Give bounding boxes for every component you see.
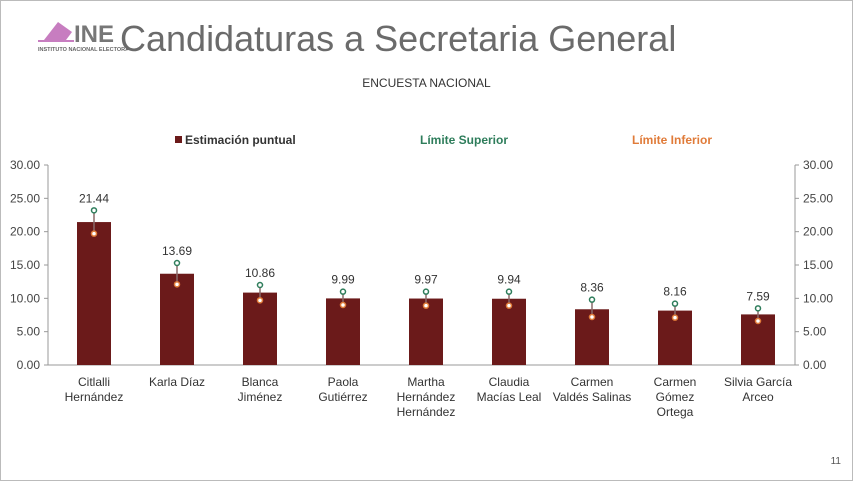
- category-label: Gómez: [656, 390, 695, 404]
- y-tick-label-left: 10.00: [10, 291, 40, 305]
- category-label: Hernández: [397, 390, 456, 404]
- lower-limit-marker: [90, 230, 98, 237]
- upper-limit-marker: [505, 288, 513, 295]
- data-label: 8.36: [580, 281, 604, 295]
- category-label: Hernández: [397, 405, 456, 419]
- y-tick-label-left: 20.00: [10, 225, 40, 239]
- upper-limit-marker: [588, 296, 596, 303]
- bar: [160, 273, 194, 365]
- y-tick-label-left: 25.00: [10, 191, 40, 205]
- slide-title: Candidaturas a Secretaria General: [120, 18, 677, 59]
- data-label: 10.86: [245, 266, 275, 280]
- y-tick-label-right: 5.00: [803, 325, 827, 339]
- category-label: Macías Leal: [477, 390, 542, 404]
- data-label: 7.59: [746, 289, 770, 303]
- y-tick-label-left: 0.00: [17, 358, 41, 372]
- lower-limit-marker: [754, 317, 762, 325]
- data-label: 9.99: [331, 273, 355, 287]
- upper-limit-marker: [173, 259, 181, 267]
- data-label: 8.16: [663, 285, 687, 299]
- bar: [492, 298, 526, 365]
- svg-text:INE: INE: [74, 21, 114, 48]
- legend-label: Límite Superior: [420, 133, 508, 147]
- category-label: Silvia García: [724, 375, 792, 389]
- category-label: Ortega: [657, 405, 694, 419]
- bar: [243, 292, 277, 365]
- y-tick-label-right: 10.00: [803, 291, 833, 305]
- category-label: Paola: [328, 375, 359, 389]
- data-label: 9.97: [414, 273, 438, 287]
- category-label: Martha: [407, 375, 445, 389]
- legend-label: Límite Inferior: [632, 133, 712, 147]
- y-tick-label-left: 15.00: [10, 258, 40, 272]
- lower-limit-marker: [339, 301, 347, 309]
- category-label: Carmen: [654, 375, 697, 389]
- y-tick-label-right: 25.00: [803, 191, 833, 205]
- upper-limit-marker: [754, 305, 762, 312]
- lower-limit-marker: [256, 297, 264, 304]
- page-number: 11: [830, 456, 841, 467]
- lower-limit-marker: [422, 302, 430, 309]
- category-label: Karla Díaz: [149, 375, 205, 389]
- category-label: Claudia: [489, 375, 530, 389]
- upper-limit-marker: [256, 281, 264, 289]
- category-label: Arceo: [742, 390, 774, 404]
- category-label: Jiménez: [238, 390, 283, 404]
- data-label: 9.94: [497, 273, 521, 287]
- category-label: Citlalli: [78, 375, 110, 389]
- ine-logo: INE INSTITUTO NACIONAL ELECTORAL: [38, 21, 128, 53]
- legend-swatch: [175, 136, 182, 143]
- lower-limit-marker: [671, 314, 679, 321]
- upper-limit-marker: [339, 288, 347, 295]
- bar: [77, 222, 111, 365]
- bar: [409, 298, 443, 365]
- legend-label: Estimación puntual: [185, 133, 296, 147]
- category-label: Gutiérrez: [318, 390, 367, 404]
- lower-limit-marker: [173, 281, 181, 288]
- bar: [326, 298, 360, 365]
- svg-text:INSTITUTO NACIONAL ELECTORAL: INSTITUTO NACIONAL ELECTORAL: [38, 47, 128, 53]
- slide-subtitle: ENCUESTA NACIONAL: [362, 76, 491, 90]
- y-tick-label-left: 5.00: [17, 325, 41, 339]
- category-label: Carmen: [571, 375, 614, 389]
- y-tick-label-right: 30.00: [803, 158, 833, 172]
- lower-limit-marker: [588, 313, 596, 321]
- y-tick-label-right: 15.00: [803, 258, 833, 272]
- data-label: 13.69: [162, 244, 192, 258]
- y-tick-label-right: 0.00: [803, 358, 827, 372]
- category-label: Hernández: [65, 390, 124, 404]
- data-label: 21.44: [79, 191, 109, 205]
- upper-limit-marker: [422, 288, 430, 295]
- upper-limit-marker: [671, 300, 679, 307]
- category-label: Valdés Salinas: [553, 390, 632, 404]
- y-tick-label-right: 20.00: [803, 225, 833, 239]
- y-tick-label-left: 30.00: [10, 158, 40, 172]
- upper-limit-marker: [90, 207, 98, 214]
- lower-limit-marker: [505, 302, 513, 309]
- category-label: Blanca: [242, 375, 279, 389]
